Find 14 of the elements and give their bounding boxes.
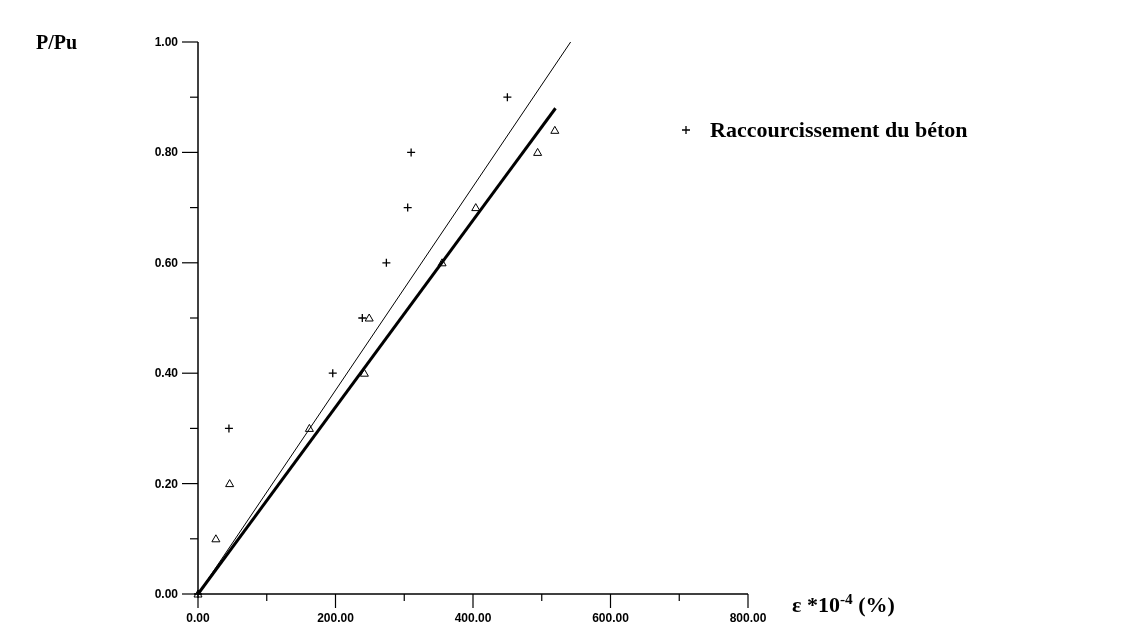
x-tick-label: 800.00 — [729, 611, 767, 625]
legend-label: Raccourcissement du béton — [710, 117, 968, 142]
y-tick-label: 0.80 — [154, 145, 179, 160]
y-tick-label: 1.00 — [154, 35, 179, 49]
y-axis-title: P/Pu — [36, 31, 78, 53]
x-tick-label: 600.00 — [592, 611, 630, 625]
x-tick-label: 200.00 — [317, 611, 355, 625]
x-tick-label: 400.00 — [454, 611, 492, 625]
y-tick-label: 0.60 — [154, 255, 179, 270]
y-tick-label: 0.40 — [154, 366, 179, 381]
x-axis-title: ε *10$^{-4}$ (%) — [792, 589, 895, 617]
y-tick-label: 0.00 — [154, 587, 179, 601]
y-tick-label: 0.20 — [154, 476, 179, 491]
x-tick-label: 0.00 — [186, 611, 210, 625]
